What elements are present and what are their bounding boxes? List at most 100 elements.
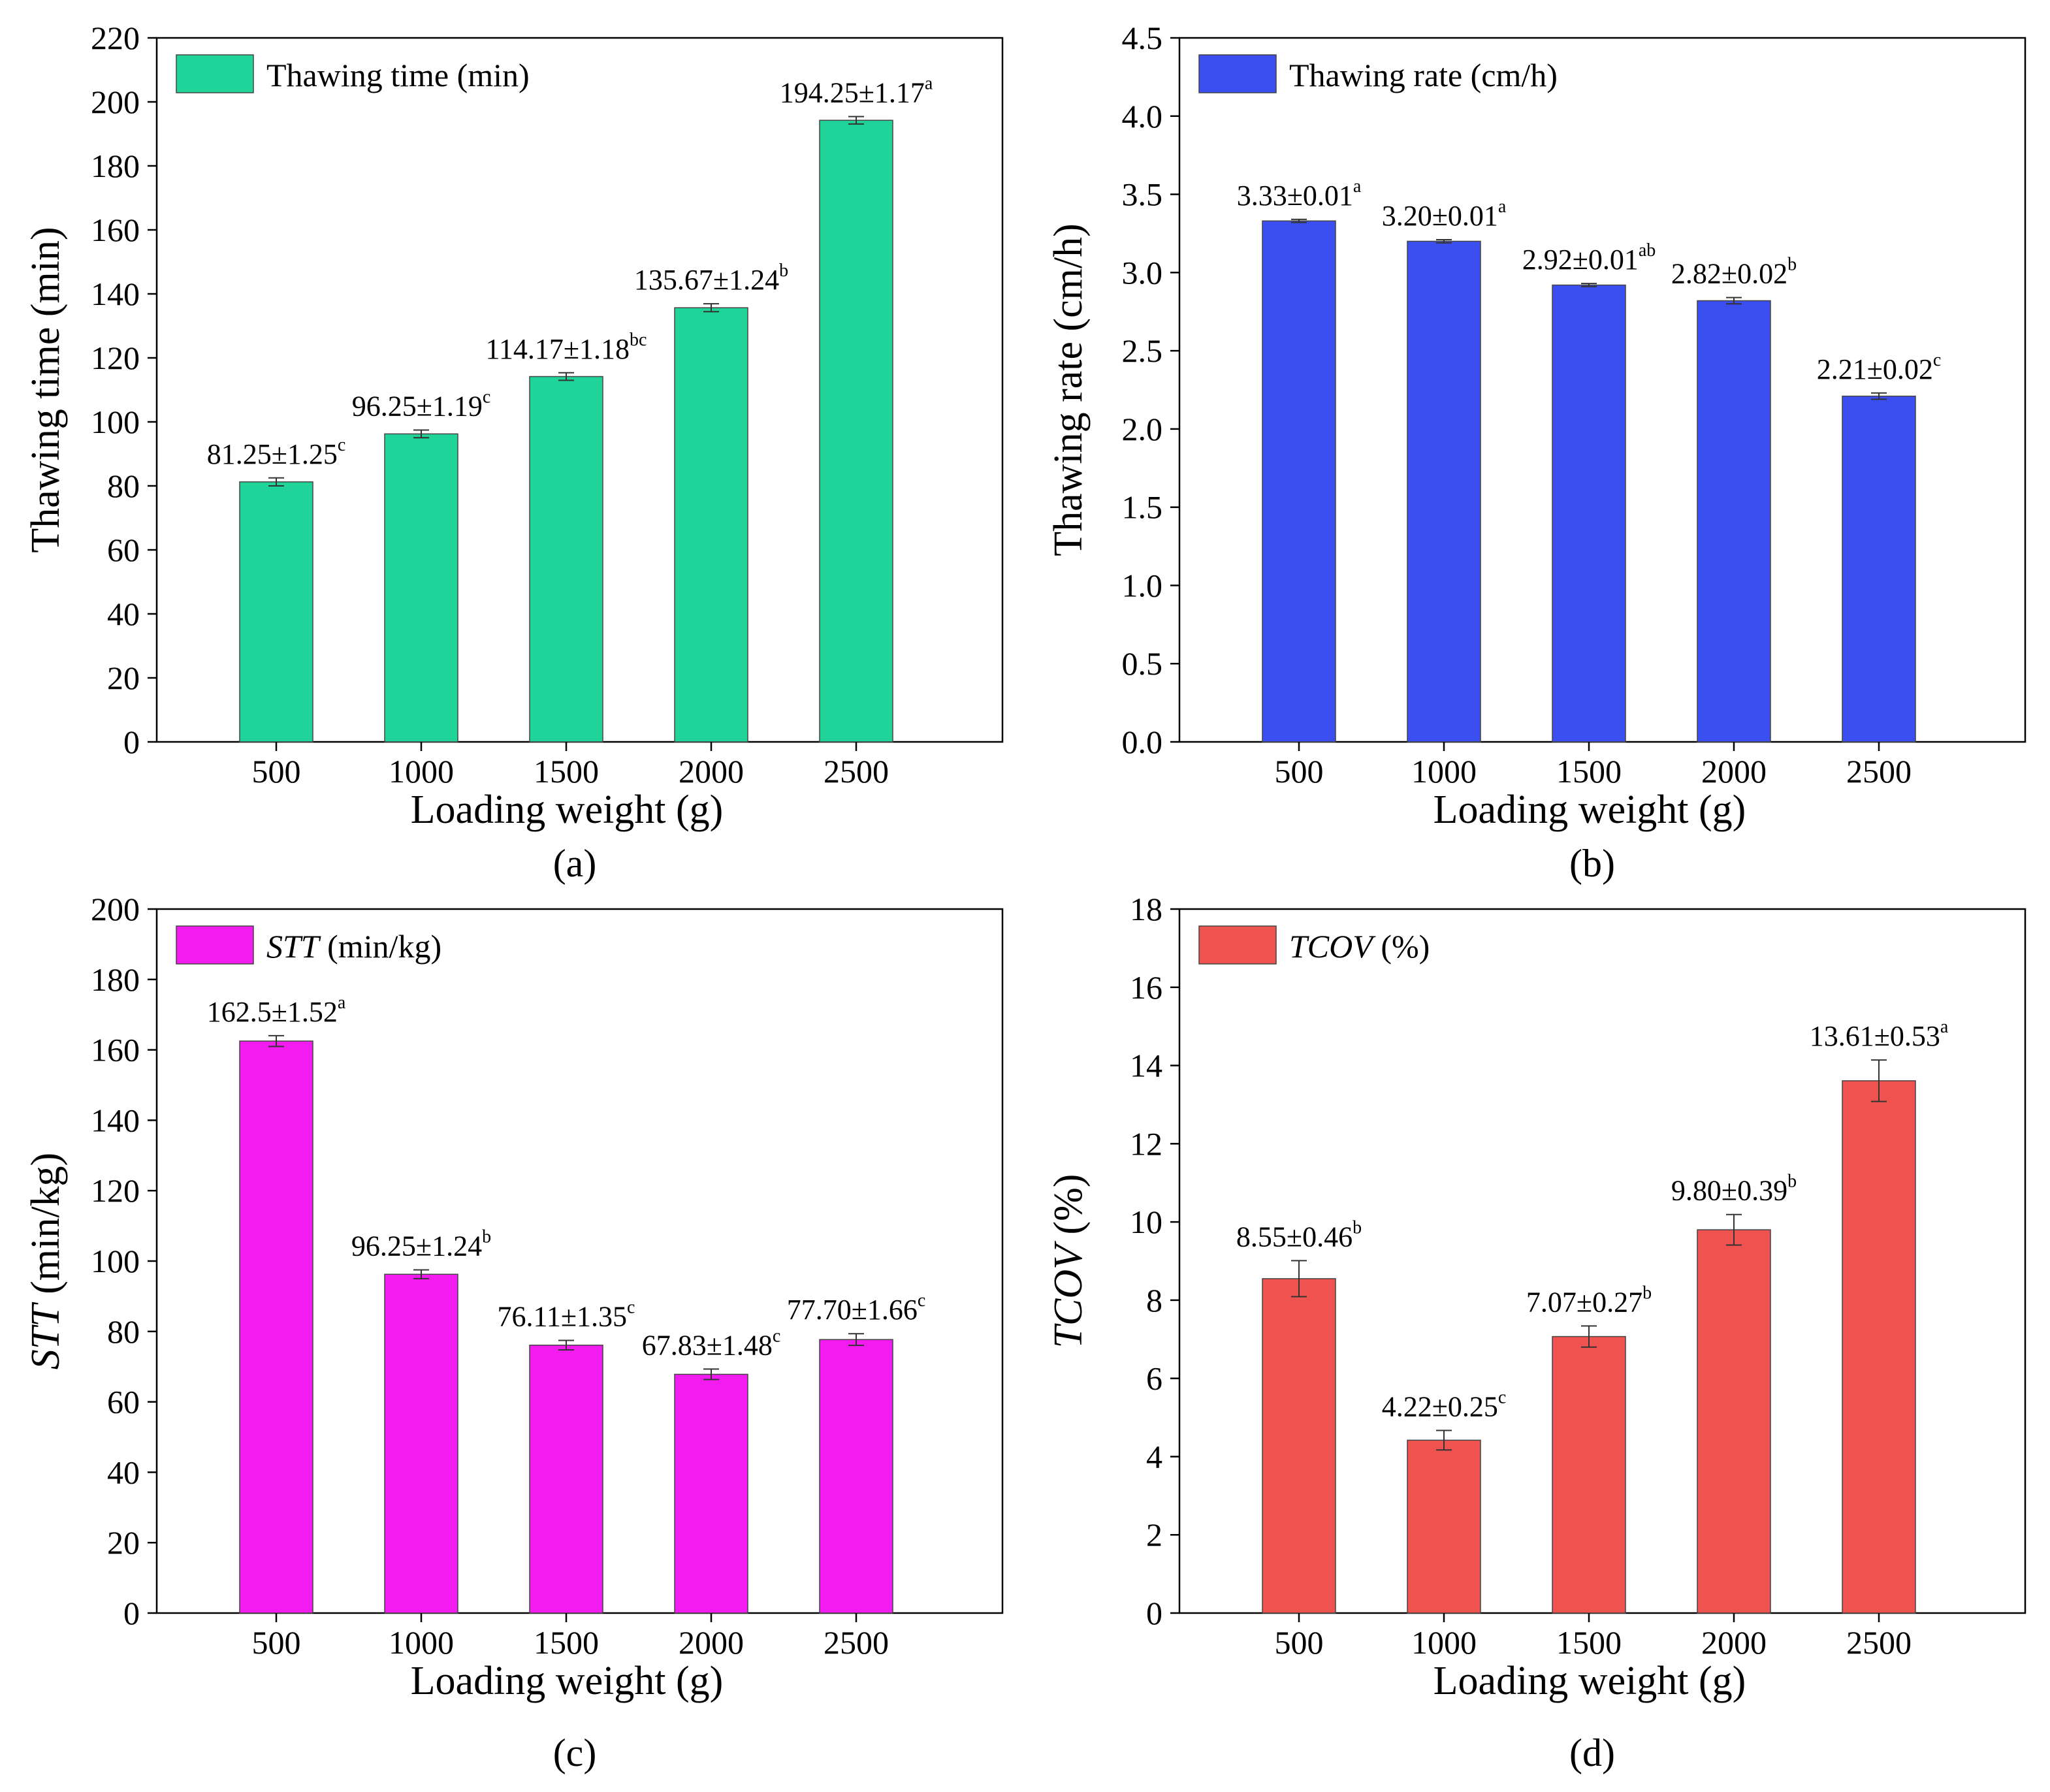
legend-text: (%) xyxy=(1373,928,1430,965)
significance-letter: c xyxy=(773,1326,780,1346)
bar-1000 xyxy=(1407,1439,1481,1614)
y-tick-label: 20 xyxy=(107,1524,140,1561)
x-tick-label: 1000 xyxy=(389,753,454,790)
legend-text: (min/kg) xyxy=(319,928,441,965)
y-tick-label: 0.5 xyxy=(1122,645,1163,682)
data-label-value: 96.25±1.24 xyxy=(351,1230,482,1262)
y-tick-label: 160 xyxy=(91,212,140,248)
data-label: 2.92±0.01ab xyxy=(1522,240,1656,276)
y-tick-label: 140 xyxy=(91,1102,140,1138)
x-tick-label: 500 xyxy=(252,753,301,790)
x-tick-text: 1000 xyxy=(1411,1624,1477,1661)
x-tick-label: 1000 xyxy=(1411,753,1477,790)
y-tick-label: 16 xyxy=(1130,969,1162,1006)
significance-letter: a xyxy=(1498,197,1507,217)
chart-panel-a: 0 20 40 60 80 100 120 140 160 180 200 220 81.25±1.25… xyxy=(24,20,1004,885)
data-label: 3.33±0.01a xyxy=(1237,176,1362,212)
x-tick-text: 2500 xyxy=(1846,753,1912,790)
y-tick-label: 20 xyxy=(107,660,140,696)
x-tick-text: 1500 xyxy=(1556,753,1622,790)
data-label-value: 96.25±1.19 xyxy=(352,391,483,423)
legend-label: STT (min/kg) xyxy=(266,928,441,965)
x-tick-text: 1500 xyxy=(534,1624,599,1661)
data-label-value: 135.67±1.24 xyxy=(634,264,779,296)
x-axis-title: Loading weight (g) xyxy=(411,1659,724,1703)
y-tick-label: 2.5 xyxy=(1122,332,1163,369)
bar-1500 xyxy=(1552,284,1626,743)
data-label-value: 2.21±0.02 xyxy=(1817,353,1933,385)
data-label: 114.17±1.18bc xyxy=(486,330,647,365)
x-tick-text: 500 xyxy=(252,753,301,790)
x-tick-label: 2500 xyxy=(824,1624,889,1661)
x-tick-text: 2500 xyxy=(824,753,889,790)
significance-letter: c xyxy=(483,387,490,408)
legend-label: TCOV (%) xyxy=(1289,928,1430,965)
y-tick-label: 3.0 xyxy=(1122,254,1163,291)
significance-letter: b xyxy=(1787,255,1797,275)
significance-letter: c xyxy=(1933,350,1941,370)
y-tick-label: 120 xyxy=(91,340,140,376)
significance-letter: b xyxy=(1787,1172,1797,1192)
data-label-value: 67.83±1.48 xyxy=(642,1329,773,1361)
significance-letter: b xyxy=(482,1227,491,1247)
y-tick-label: 40 xyxy=(107,1454,140,1490)
y-tick-label: 3.5 xyxy=(1122,176,1163,213)
bar-2000 xyxy=(1697,300,1771,743)
significance-letter: a xyxy=(925,73,933,93)
data-label-value: 3.33±0.01 xyxy=(1237,180,1353,212)
x-tick-label: 2000 xyxy=(679,1624,744,1661)
y-tick-label: 14 xyxy=(1130,1048,1162,1084)
y-tick-label: 80 xyxy=(107,468,140,504)
x-tick-text: 2000 xyxy=(1701,753,1767,790)
x-tick-label: 2500 xyxy=(824,753,889,790)
y-axis-title: Thawing time (min) xyxy=(24,227,68,552)
legend-italic: STT xyxy=(266,928,321,965)
y-tick-label: 12 xyxy=(1130,1125,1162,1162)
x-tick-text: 1500 xyxy=(534,753,599,790)
chart-panel-c: 0 20 40 60 80 100 120 140 160 180 200 162.5±1.52a 50… xyxy=(24,891,1004,1774)
x-tick-label: 1000 xyxy=(389,1624,454,1661)
significance-letter: bc xyxy=(630,330,647,350)
x-axis-title-text: Loading weight (g) xyxy=(411,788,724,832)
data-label: 13.61±0.53a xyxy=(1810,1017,1949,1052)
y-axis-title: Thawing rate (cm/h) xyxy=(1046,223,1091,556)
bar-2500 xyxy=(1842,1080,1916,1614)
bar-500 xyxy=(1262,220,1336,743)
bar-2500 xyxy=(819,1339,893,1614)
x-tick-label: 2500 xyxy=(1846,753,1912,790)
data-label: 81.25±1.25c xyxy=(207,435,346,470)
y-axis-title-text: Thawing time (min) xyxy=(24,227,68,552)
y-tick-label: 200 xyxy=(91,84,140,120)
y-tick-label: 4.5 xyxy=(1122,20,1163,56)
significance-letter: a xyxy=(338,993,346,1013)
data-label-value: 114.17±1.18 xyxy=(486,333,630,365)
legend-text: Thawing time (min) xyxy=(266,57,530,93)
significance-letter: c xyxy=(1498,1387,1506,1407)
x-axis-title: Loading weight (g) xyxy=(1433,788,1746,832)
data-label: 2.21±0.02c xyxy=(1817,350,1942,385)
x-tick-label: 500 xyxy=(1275,1624,1324,1661)
x-tick-label: 1500 xyxy=(534,753,599,790)
bar-1000 xyxy=(384,433,458,743)
bar-2000 xyxy=(1697,1229,1771,1614)
significance-letter: b xyxy=(1353,1217,1362,1238)
x-tick-text: 500 xyxy=(1275,753,1324,790)
y-tick-label: 18 xyxy=(1130,891,1162,927)
bar-500 xyxy=(239,1040,313,1614)
panel-label: (a) xyxy=(553,842,597,885)
y-tick-label: 1.5 xyxy=(1122,489,1163,526)
panel-label: (d) xyxy=(1569,1731,1615,1774)
y-tick-label: 120 xyxy=(91,1172,140,1209)
significance-letter: b xyxy=(779,261,788,281)
data-label: 96.25±1.24b xyxy=(351,1227,491,1262)
legend-swatch xyxy=(1198,54,1277,93)
y-tick-label: 80 xyxy=(107,1313,140,1350)
x-tick-text: 1000 xyxy=(389,753,454,790)
y-tick-label: 0 xyxy=(123,724,140,760)
x-tick-text: 500 xyxy=(252,1624,301,1661)
y-tick-label: 60 xyxy=(107,532,140,568)
data-label-value: 194.25±1.17 xyxy=(780,76,925,108)
y-axis-title: STT (min/kg) xyxy=(24,1153,68,1369)
data-label-value: 8.55±0.46 xyxy=(1236,1221,1353,1253)
